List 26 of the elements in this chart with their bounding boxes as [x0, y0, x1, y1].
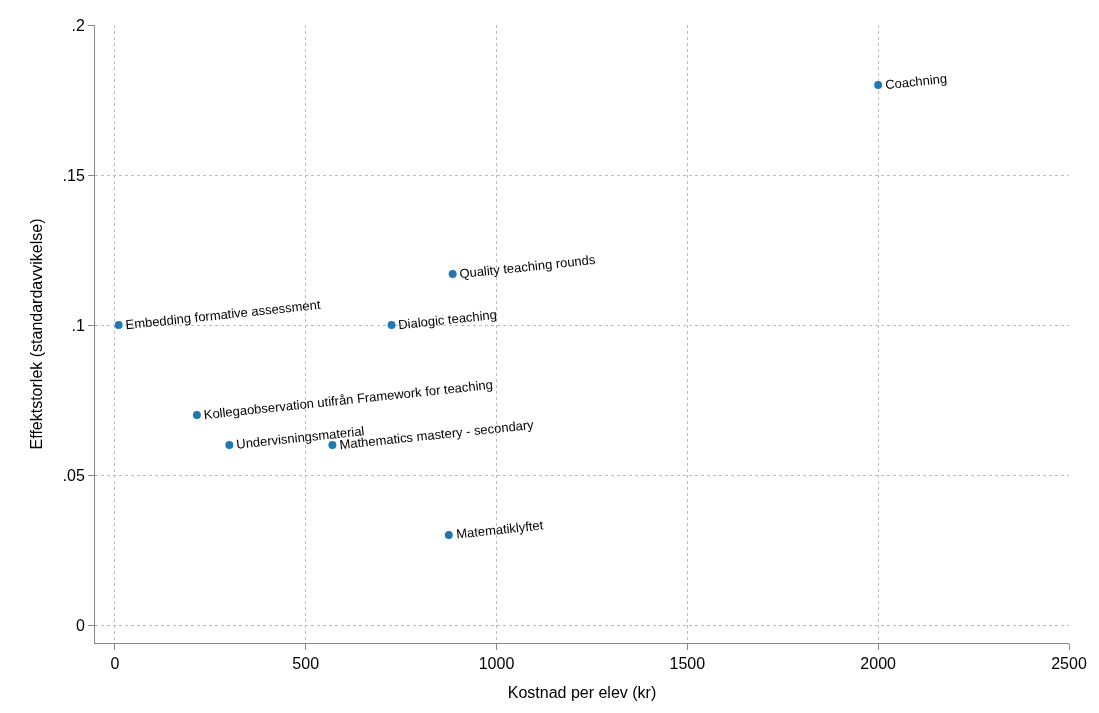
point [874, 81, 883, 89]
point [192, 411, 201, 419]
y-tick-label: 0 [75, 616, 85, 634]
x-tick-label: 1500 [669, 655, 706, 673]
annotation: Quality teaching rounds [458, 251, 597, 282]
point [114, 321, 123, 329]
x-tick-label: 1000 [478, 655, 515, 673]
y-tick-label: .15 [62, 166, 85, 184]
point [448, 270, 457, 278]
y-tick-label: .2 [71, 16, 85, 34]
annotation: Matematiklyftet [455, 517, 545, 542]
annotation: Kollegaobservation utifrån Framework for teaching [203, 376, 494, 423]
annotation: Coachning [884, 70, 948, 93]
point [387, 321, 396, 329]
x-axis-title: Kostnad per elev (kr) [507, 683, 657, 701]
x-tick-label: 2500 [1051, 655, 1087, 673]
y-tick-label: .05 [62, 466, 85, 484]
y-tick-label: .1 [71, 316, 85, 334]
point [225, 441, 234, 449]
x-tick-label: 0 [110, 655, 120, 673]
annotation: Dialogic teaching [397, 306, 498, 333]
annotation: Embedding formative assessment [124, 296, 322, 333]
point [444, 531, 453, 539]
x-tick-label: 500 [292, 655, 320, 673]
y-axis-title: Effektstorlek (standardavvikelse) [28, 218, 46, 450]
x-tick-label: 2000 [860, 655, 897, 673]
